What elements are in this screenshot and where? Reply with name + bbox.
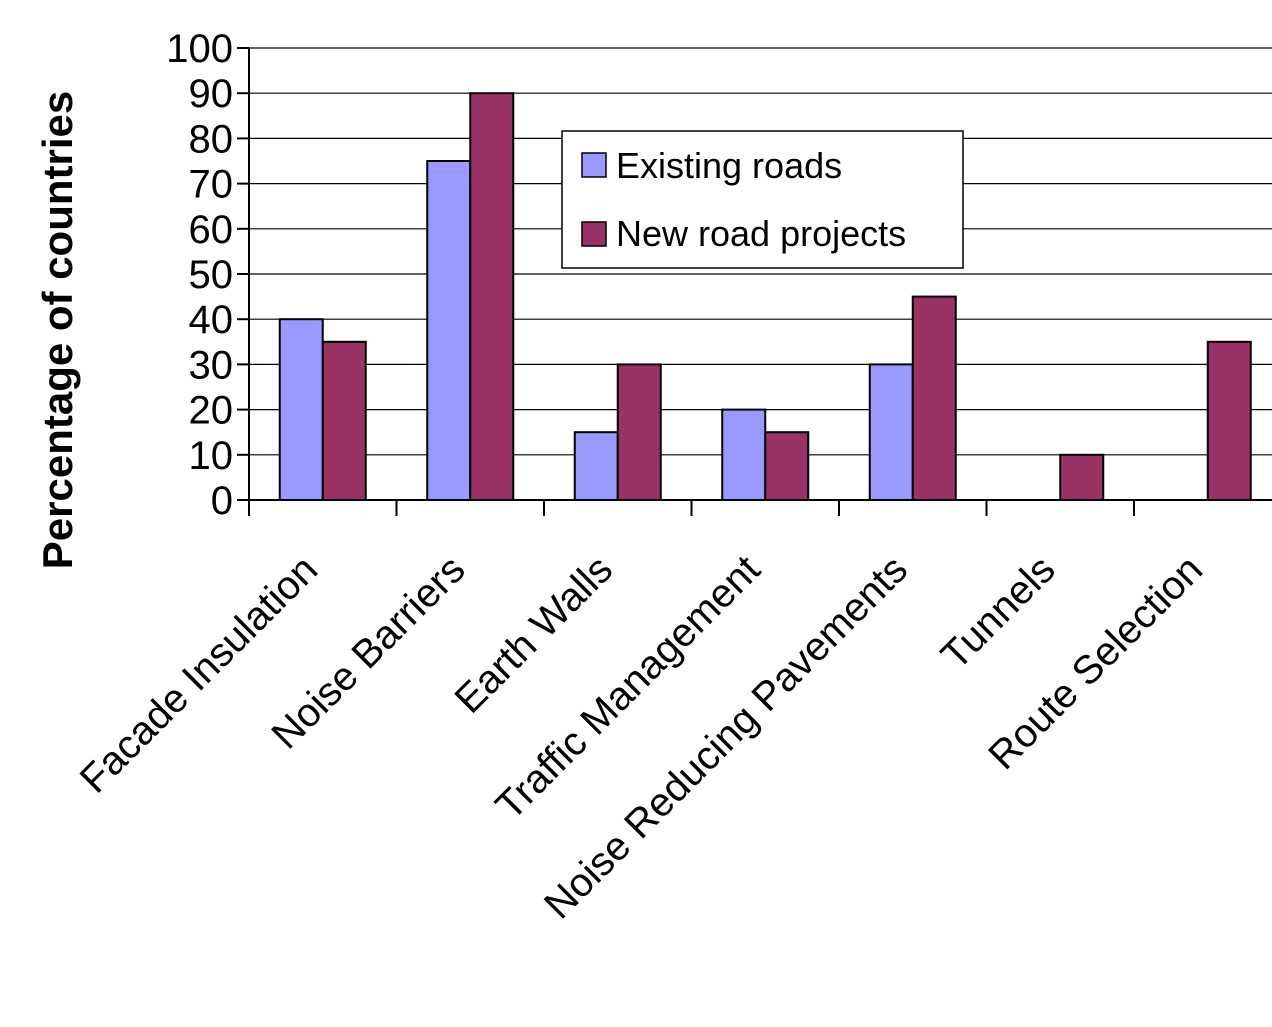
- y-tick-label: 100: [166, 27, 233, 71]
- y-tick-label: 80: [189, 117, 234, 161]
- bar-new-road-projects: [1208, 342, 1251, 500]
- y-tick-label: 70: [189, 163, 234, 207]
- bar-new-road-projects: [323, 342, 366, 500]
- bar-new-road-projects: [913, 297, 956, 500]
- y-tick-label: 20: [189, 389, 234, 433]
- legend: Existing roads New road projects: [562, 131, 963, 268]
- bar-existing-roads: [722, 410, 765, 500]
- legend-label-existing-roads: Existing roads: [616, 145, 842, 186]
- legend-swatch-new-road-projects: [582, 222, 606, 246]
- x-category-label: Traffic Management: [488, 547, 769, 828]
- y-tick-label: 10: [189, 434, 234, 478]
- y-tick-label: 60: [189, 208, 234, 252]
- legend-swatch-existing-roads: [582, 153, 606, 177]
- x-category-label: Facade Insulation: [72, 547, 326, 801]
- bar-existing-roads: [280, 319, 323, 500]
- legend-label-new-road-projects: New road projects: [616, 213, 906, 254]
- bar-new-road-projects: [1060, 455, 1103, 500]
- bar-new-road-projects: [618, 364, 661, 500]
- x-category-label: Tunnels: [933, 547, 1064, 678]
- y-tick-label: 50: [189, 253, 234, 297]
- y-tick-label: 30: [189, 343, 234, 387]
- y-tick-label: 90: [189, 72, 234, 116]
- y-tick-label: 0: [211, 479, 233, 523]
- bar-existing-roads: [427, 161, 470, 500]
- bar-new-road-projects: [765, 432, 808, 500]
- bar-existing-roads: [575, 432, 618, 500]
- bar-new-road-projects: [470, 93, 513, 500]
- y-tick-label: 40: [189, 298, 234, 342]
- bar-existing-roads: [870, 364, 913, 500]
- y-axis-title: Percentage of countries: [34, 91, 81, 569]
